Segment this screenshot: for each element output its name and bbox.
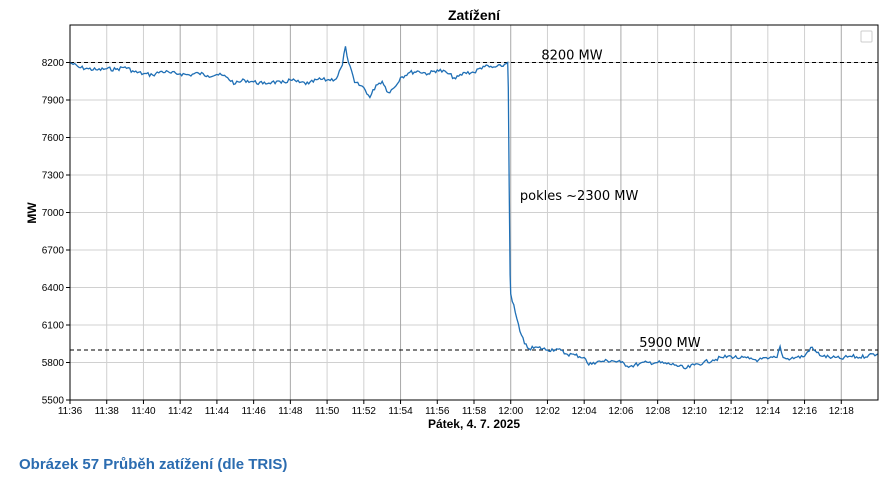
- x-axis-ticks: 11:36 11:38 11:40 11:42 11:44 11:46 11:48 11:50…: [58, 400, 854, 417]
- y-tick-label: 8200: [42, 58, 65, 69]
- y-tick-label: 7000: [42, 208, 65, 219]
- x-tick-label: 11:46: [241, 406, 266, 417]
- x-tick-label: 12:06: [608, 406, 633, 417]
- annotations: 8200 MW 5900 MW pokles ~2300 MW: [520, 49, 701, 352]
- x-tick-label: 11:50: [315, 406, 340, 417]
- y-tick-label: 5800: [42, 358, 65, 369]
- x-tick-label: 11:48: [278, 406, 303, 417]
- reference-line-label: 8200 MW: [541, 49, 602, 64]
- x-tick-label: 11:54: [388, 406, 413, 417]
- legend-box: [860, 30, 873, 43]
- x-tick-label: 12:00: [498, 406, 523, 417]
- chart: 5500 5800 6100 6400 6700 7000 7300 7600 7900 8200…: [25, 7, 879, 431]
- x-tick-label: 11:52: [352, 406, 377, 417]
- x-tick-label: 12:12: [719, 406, 744, 417]
- x-tick-label: 11:42: [168, 406, 193, 417]
- x-tick-label: 12:16: [792, 406, 817, 417]
- x-tick-label: 12:04: [572, 406, 597, 417]
- series-line: [69, 46, 879, 370]
- x-tick-label: 12:10: [682, 406, 707, 417]
- y-tick-label: 6700: [42, 246, 65, 257]
- reference-lines: [70, 61, 878, 351]
- y-tick-label: 7600: [42, 133, 65, 144]
- figure-caption: Obrázek 57 Průběh zatížení (dle TRIS): [19, 456, 288, 473]
- y-tick-label: 6400: [42, 283, 65, 294]
- y-tick-label: 7300: [42, 171, 65, 182]
- x-tick-label: 11:44: [205, 406, 230, 417]
- y-axis-ticks: 5500 5800 6100 6400 6700 7000 7300 7600 7900 8200: [42, 58, 70, 407]
- x-tick-label: 12:02: [535, 406, 560, 417]
- reference-line-label: 5900 MW: [639, 336, 700, 351]
- y-tick-label: 6100: [42, 321, 65, 332]
- y-axis-title: MW: [25, 202, 39, 224]
- x-tick-label: 11:38: [95, 406, 120, 417]
- x-tick-label: 11:36: [58, 406, 83, 417]
- x-axis-title: Pátek, 4. 7. 2025: [428, 417, 520, 431]
- chart-title: Zatížení: [448, 7, 501, 23]
- y-tick-label: 5500: [42, 396, 65, 407]
- x-tick-label: 11:40: [131, 406, 156, 417]
- x-tick-label: 11:56: [425, 406, 450, 417]
- x-tick-label: 11:58: [462, 406, 487, 417]
- annotation-label: pokles ~2300 MW: [520, 189, 639, 204]
- x-tick-label: 12:18: [829, 406, 854, 417]
- plot-frame: [69, 24, 879, 401]
- y-tick-label: 7900: [42, 96, 65, 107]
- x-tick-label: 12:08: [645, 406, 670, 417]
- x-tick-label: 12:14: [755, 406, 780, 417]
